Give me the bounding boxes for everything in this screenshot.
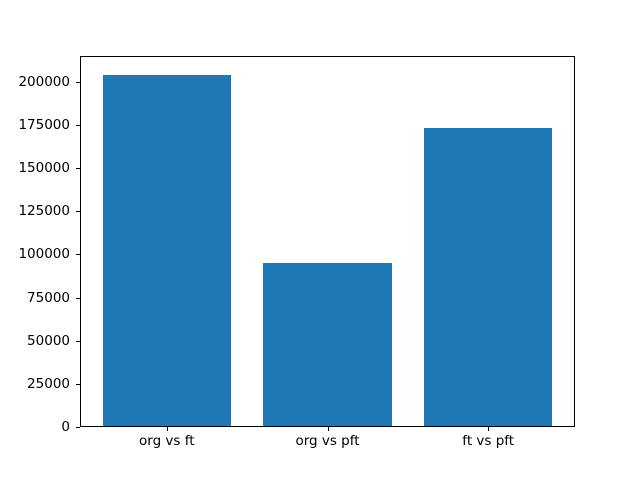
- x-tick-label: org vs ft: [139, 433, 195, 449]
- y-tick-label: 100000: [18, 246, 70, 263]
- y-tick-mark: [76, 383, 80, 385]
- y-tick-label: 150000: [18, 160, 70, 177]
- y-tick-label: 175000: [18, 117, 70, 134]
- x-tick-label: org vs pft: [295, 433, 360, 449]
- y-tick-mark: [76, 297, 80, 299]
- y-tick-label: 50000: [27, 332, 70, 349]
- y-tick-mark: [76, 168, 80, 170]
- y-tick-label: 75000: [27, 289, 70, 306]
- bar-ft-vs-pft: [423, 128, 553, 427]
- y-tick-label: 200000: [18, 73, 70, 90]
- y-tick-mark: [76, 254, 80, 256]
- x-tick-label: ft vs pft: [462, 433, 515, 449]
- y-tick-mark: [76, 81, 80, 83]
- x-tick-mark: [166, 427, 168, 431]
- bar-org-vs-ft: [102, 74, 232, 427]
- y-tick-label: 0: [61, 419, 70, 435]
- y-tick-mark: [76, 211, 80, 213]
- x-tick-mark: [488, 427, 490, 431]
- y-tick-mark: [76, 340, 80, 342]
- y-tick-label: 25000: [27, 375, 70, 392]
- y-tick-mark: [76, 125, 80, 127]
- bar-org-vs-pft: [263, 263, 392, 427]
- y-tick-mark: [76, 427, 80, 428]
- x-tick-mark: [327, 427, 329, 431]
- y-tick-label: 125000: [18, 203, 70, 220]
